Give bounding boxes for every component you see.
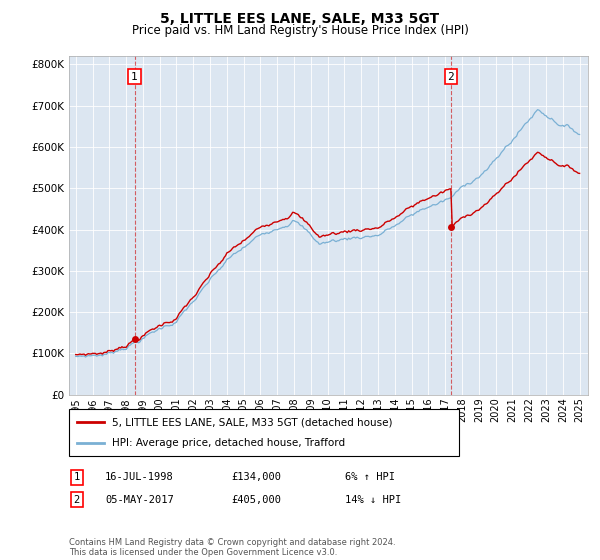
Text: 2: 2 bbox=[448, 72, 454, 82]
FancyBboxPatch shape bbox=[69, 409, 459, 456]
Text: 5, LITTLE EES LANE, SALE, M33 5GT: 5, LITTLE EES LANE, SALE, M33 5GT bbox=[160, 12, 440, 26]
Text: 1: 1 bbox=[131, 72, 138, 82]
Text: 16-JUL-1998: 16-JUL-1998 bbox=[105, 472, 174, 482]
Text: £405,000: £405,000 bbox=[231, 494, 281, 505]
Text: 14% ↓ HPI: 14% ↓ HPI bbox=[345, 494, 401, 505]
Text: 1: 1 bbox=[74, 472, 80, 482]
Text: HPI: Average price, detached house, Trafford: HPI: Average price, detached house, Traf… bbox=[112, 438, 345, 448]
Text: £134,000: £134,000 bbox=[231, 472, 281, 482]
Text: 05-MAY-2017: 05-MAY-2017 bbox=[105, 494, 174, 505]
Text: 6% ↑ HPI: 6% ↑ HPI bbox=[345, 472, 395, 482]
Text: Price paid vs. HM Land Registry's House Price Index (HPI): Price paid vs. HM Land Registry's House … bbox=[131, 24, 469, 36]
Text: Contains HM Land Registry data © Crown copyright and database right 2024.
This d: Contains HM Land Registry data © Crown c… bbox=[69, 538, 395, 557]
Text: 2: 2 bbox=[74, 494, 80, 505]
Text: 5, LITTLE EES LANE, SALE, M33 5GT (detached house): 5, LITTLE EES LANE, SALE, M33 5GT (detac… bbox=[112, 417, 392, 427]
